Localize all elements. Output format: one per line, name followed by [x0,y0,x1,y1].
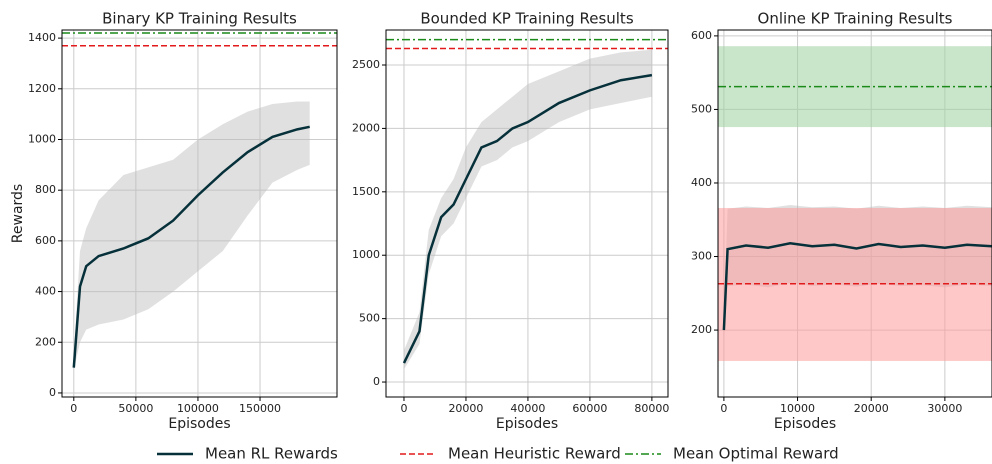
range-band [73,101,310,371]
y-tick-label: 1200 [28,82,56,95]
plot-area [62,30,337,397]
y-tick-label: 600 [691,29,712,42]
x-tick-label: 50000 [118,402,153,415]
y-tick-label: 0 [373,375,380,388]
y-tick-label: 1400 [28,31,56,44]
x-tick-label: 0 [400,402,407,415]
chart-title: Online KP Training Results [758,10,953,28]
x-tick-label: 20000 [448,402,483,415]
x-tick-label: 80000 [634,402,669,415]
legend-label: Mean Heuristic Reward [448,445,621,463]
y-tick-label: 300 [691,250,712,263]
x-tick-label: 0 [720,402,727,415]
x-tick-label: 20000 [854,402,889,415]
legend-label: Mean RL Rewards [205,445,338,463]
line [722,242,992,331]
band [718,46,992,128]
y-tick-label: 0 [49,386,56,399]
y-tick-label: 2500 [352,58,380,71]
y-tick-label: 1500 [352,185,380,198]
axes-frame [717,29,992,398]
y-axis-label: Rewards [10,184,26,243]
y-tick-label: 400 [691,176,712,189]
chart-title: Bounded KP Training Results [420,10,633,28]
y-tick-label: 200 [691,323,712,336]
line [72,125,310,368]
x-tick-label: 60000 [572,402,607,415]
plot-area [386,30,668,397]
y-tick-label: 600 [35,234,56,247]
x-tick-label: 0 [70,402,77,415]
y-tick-label: 800 [35,183,56,196]
x-tick-label: 10000 [780,402,815,415]
y-tick-label: 200 [35,335,56,348]
y-tick-label: 400 [35,285,56,298]
x-axis-label: Episodes [496,416,558,432]
x-tick-label: 30000 [927,402,962,415]
y-tick-label: 500 [691,102,712,115]
y-tick-label: 2000 [352,121,380,134]
x-axis-label: Episodes [168,416,230,432]
plot-area [718,30,992,397]
chart-title: Binary KP Training Results [102,10,297,28]
y-tick-label: 1000 [28,132,56,145]
x-axis-label: Episodes [774,416,836,432]
line [402,73,653,364]
x-tick-label: 150000 [239,402,281,415]
y-tick-label: 500 [359,312,380,325]
legend-label: Mean Optimal Reward [673,445,839,463]
axes-frame [61,29,338,398]
x-tick-label: 100000 [177,402,219,415]
y-tick-label: 1000 [352,248,380,261]
x-tick-label: 40000 [510,402,545,415]
axes-frame [385,29,669,398]
range-band [403,49,652,370]
